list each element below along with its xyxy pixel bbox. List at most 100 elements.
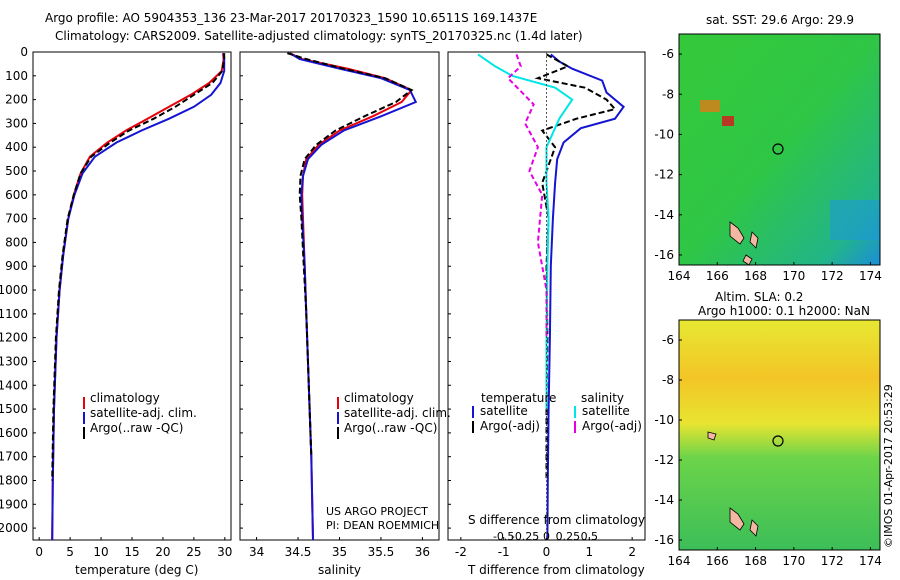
x-tick-label: 35.5 xyxy=(368,545,395,559)
temperature-legend: climatology satellite-adj. clim. Argo(..… xyxy=(83,391,197,439)
depth-tick-label: 200 xyxy=(5,93,28,107)
s-tick-label: 0.5 xyxy=(581,530,599,543)
x-tick-label: 0 xyxy=(35,545,43,559)
depth-tick-label: 100 xyxy=(5,69,28,83)
project-annotation: US ARGO PROJECT xyxy=(326,505,428,518)
map-x-tick-label: 164 xyxy=(668,269,691,283)
x-tick-label: 2 xyxy=(628,545,636,559)
legend-label-satellite: satellite-adj. clim. xyxy=(344,406,451,420)
legend-label-t-argo: Argo(-adj) xyxy=(480,419,540,433)
x-tick-label: -1 xyxy=(498,545,510,559)
legend-label-s-argo: Argo(-adj) xyxy=(582,419,642,433)
legend-label-t-satellite: satellite xyxy=(480,404,528,418)
x-tick-label: 1 xyxy=(586,545,594,559)
depth-tick-label: 1700 xyxy=(0,450,28,464)
argo-position-marker xyxy=(772,435,784,447)
legend-label-climatology: climatology xyxy=(344,391,414,405)
series-line-T satellite xyxy=(546,53,625,541)
series-line-S satellite xyxy=(477,53,574,410)
map-x-tick-label: 164 xyxy=(668,554,691,568)
temperature-series xyxy=(51,53,226,541)
sst-map-title: sat. SST: 29.6 Argo: 29.9 xyxy=(706,13,854,27)
sla-map: Altim. SLA: 0.2 Argo h1000: 0.1 h2000: N… xyxy=(654,290,881,568)
depth-tick-label: 1300 xyxy=(0,354,28,368)
legend-label-argo: Argo(..raw -QC) xyxy=(344,421,437,435)
legend-header-salinity: salinity xyxy=(581,391,624,405)
map-y-tick-label: -16 xyxy=(654,248,674,262)
map-y-tick-label: -6 xyxy=(662,47,674,61)
depth-tick-label: 1900 xyxy=(0,497,28,511)
map-y-tick-label: -6 xyxy=(662,333,674,347)
x-tick-label: 25 xyxy=(186,545,201,559)
x-tick-label: 35 xyxy=(332,545,347,559)
sst-cool-patch xyxy=(830,200,880,240)
depth-tick-label: 800 xyxy=(5,235,28,249)
x-tick-label: 30 xyxy=(217,545,232,559)
sla-map-title: Altim. SLA: 0.2 xyxy=(715,290,803,304)
depth-tick-label: 700 xyxy=(5,212,28,226)
depth-tick-label: 1000 xyxy=(0,283,28,297)
legend-label-satellite: satellite-adj. clim. xyxy=(90,406,197,420)
map-x-tick-label: 168 xyxy=(744,269,767,283)
series-line-Argo(..raw -QC) xyxy=(51,53,226,481)
header-line-2: Climatology: CARS2009. Satellite-adjuste… xyxy=(55,29,583,43)
sla-x-ticks: 164 166 168 170 172 174 xyxy=(668,547,882,568)
sst-warm-patch xyxy=(700,100,720,112)
map-y-tick-label: -10 xyxy=(654,127,674,141)
map-x-tick-label: 166 xyxy=(706,554,729,568)
map-y-tick-label: -8 xyxy=(662,87,674,101)
map-x-tick-label: 170 xyxy=(782,554,805,568)
map-x-tick-label: 174 xyxy=(859,269,882,283)
x-tick-label: 20 xyxy=(155,545,170,559)
salinity-series xyxy=(287,52,418,541)
x-tick-label: 34 xyxy=(249,545,264,559)
argo-position-marker xyxy=(772,143,784,155)
island-outlines xyxy=(707,431,759,537)
s-tick-label: -0.25 xyxy=(511,530,539,543)
depth-tick-label: 1100 xyxy=(0,307,28,321)
depth-tick-label: 1400 xyxy=(0,378,28,392)
x-tick-label: 36 xyxy=(415,545,430,559)
depth-tick-label: 300 xyxy=(5,116,28,130)
sla-map-subtitle: Argo h1000: 0.1 h2000: NaN xyxy=(698,304,870,318)
x-tick-label: 15 xyxy=(124,545,139,559)
map-x-tick-label: 168 xyxy=(744,554,767,568)
map-y-tick-label: -14 xyxy=(654,493,674,507)
depth-tick-label: 1500 xyxy=(0,402,28,416)
legend-label-climatology: climatology xyxy=(90,391,160,405)
depth-axis: 0 100 200 300 400 500 600 700 800 900 1000 1100 1200… xyxy=(0,45,451,535)
salinity-axes-frame xyxy=(239,51,440,541)
s-difference-xlabel: S difference from climatology xyxy=(468,513,645,527)
s-tick-label: 0.25 xyxy=(556,530,581,543)
depth-tick-label: 2000 xyxy=(0,521,28,535)
legend-header-temperature: temperature xyxy=(481,391,556,405)
difference-series xyxy=(477,53,625,541)
depth-tick-label: 0 xyxy=(20,45,28,59)
map-x-tick-label: 166 xyxy=(706,269,729,283)
temperature-axes-frame xyxy=(32,51,232,541)
sst-map: sat. SST: 29.6 Argo: 29.9 -6-8-10-12-14-… xyxy=(654,13,881,283)
depth-tick-label: 900 xyxy=(5,259,28,273)
map-y-tick-label: -16 xyxy=(654,533,674,547)
x-tick-label: 10 xyxy=(93,545,108,559)
map-y-tick-label: -8 xyxy=(662,373,674,387)
x-tick-label: 5 xyxy=(66,545,74,559)
map-y-tick-label: -10 xyxy=(654,413,674,427)
map-x-tick-label: 170 xyxy=(782,269,805,283)
legend-label-argo: Argo(..raw -QC) xyxy=(90,421,183,435)
series-line-climatology xyxy=(289,52,414,541)
x-tick-label: -2 xyxy=(455,545,467,559)
map-x-tick-label: 172 xyxy=(821,269,844,283)
depth-tick-label: 400 xyxy=(5,140,28,154)
header-line-1: Argo profile: AO 5904353_136 23-Mar-2017… xyxy=(45,11,537,25)
sla-y-ticks: -6 -8 -10 -12 -14 -16 xyxy=(654,333,682,547)
salinity-xlabel: salinity xyxy=(318,563,361,577)
depth-tick-label: 1600 xyxy=(0,426,28,440)
sst-x-ticks: 164 166 168 170 172 174 xyxy=(668,262,882,283)
series-line-S Argo(-adj) xyxy=(506,54,548,338)
x-tick-label: 0 xyxy=(543,545,551,559)
x-tick-labels: 0 5 10 15 20 25 30 34 34.5 35 35.5 36 -2 -1 0 1 2 -0.5-0.… xyxy=(35,52,636,559)
imos-watermark: ©IMOS 01-Apr-2017 20:53:29 xyxy=(882,384,895,548)
map-y-tick-label: -12 xyxy=(654,453,674,467)
